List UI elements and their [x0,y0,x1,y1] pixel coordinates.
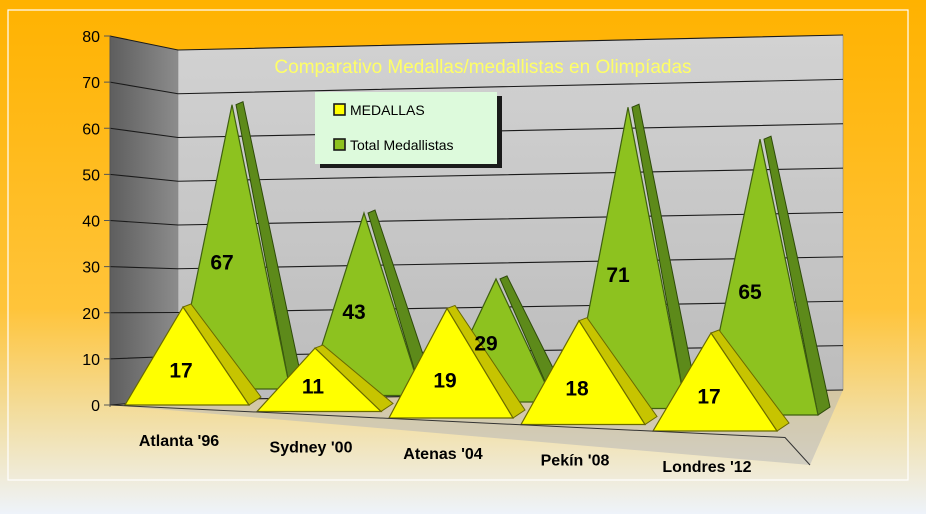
total-medallistas-value-pek-n-08: 71 [606,264,630,287]
medallas-series [123,303,790,432]
total-medallistas-side-londres-12 [763,135,831,416]
medallas-value-atenas-04: 19 [433,369,456,392]
gridline [109,34,844,51]
y-tick-label: 40 [82,214,100,231]
gridline [109,123,844,139]
chart-title: Comparativo Medallas/medallistas en Olim… [274,57,691,78]
medallas-value-pek-n-08: 18 [565,377,589,400]
medallas-value-londres-12: 17 [697,386,720,409]
legend-swatch-medallas [333,103,346,116]
medallas-value-sydney-00: 11 [302,376,325,399]
y-tick-label: 0 [91,398,100,415]
x-category-label-sydney-00: Sydney '00 [270,440,353,457]
total-medallistas-value-londres-12: 65 [738,281,762,304]
plot-area-frame [7,9,909,481]
x-category-label-londres-12: Londres '12 [662,459,751,476]
legend-swatch-total-medallistas [333,138,346,151]
medallas-value-atlanta-96: 17 [169,360,192,383]
medallas-pyramid-londres-12 [651,331,779,432]
legend-label-medallas: MEDALLAS [350,102,425,118]
y-tick-label: 30 [82,260,100,277]
total-medallistas-series [173,100,831,416]
y-axis: 0 10 20 30 40 50 60 70 80 [82,29,111,415]
gridline [109,78,844,95]
data-labels: 67 17 43 11 29 19 71 18 65 17 [169,252,762,409]
floor-edge [109,404,811,466]
total-medallistas-value-atenas-04: 29 [474,332,497,355]
y-tick-label: 80 [82,29,100,46]
y-tick-label: 70 [82,75,100,92]
total-medallistas-value-atlanta-96: 67 [210,252,233,275]
medallas-pyramid-atlanta-96 [123,305,251,406]
medallas-pyramid-atenas-04 [388,307,515,419]
y-tick-label: 60 [82,121,100,138]
medallas-pyramid-sydney-00 [255,347,383,413]
total-medallistas-value-sydney-00: 43 [342,301,365,324]
y-tick-label: 20 [82,306,100,323]
x-axis: Atlanta '96 Sydney '00 Atenas '04 Pekín '08… [109,404,811,476]
medallas-pyramid-pek-n-08 [519,319,647,426]
legend: MEDALLAS Total Medallistas [315,92,502,168]
x-category-label-atenas-04: Atenas '04 [403,446,483,463]
y-tick-label: 10 [82,352,100,369]
y-tick-label: 50 [82,167,100,184]
x-category-label-atlanta-96: Atlanta '96 [139,433,219,450]
legend-label-total-medallistas: Total Medallistas [350,137,454,153]
x-category-label-pek-n-08: Pekín '08 [541,453,610,470]
